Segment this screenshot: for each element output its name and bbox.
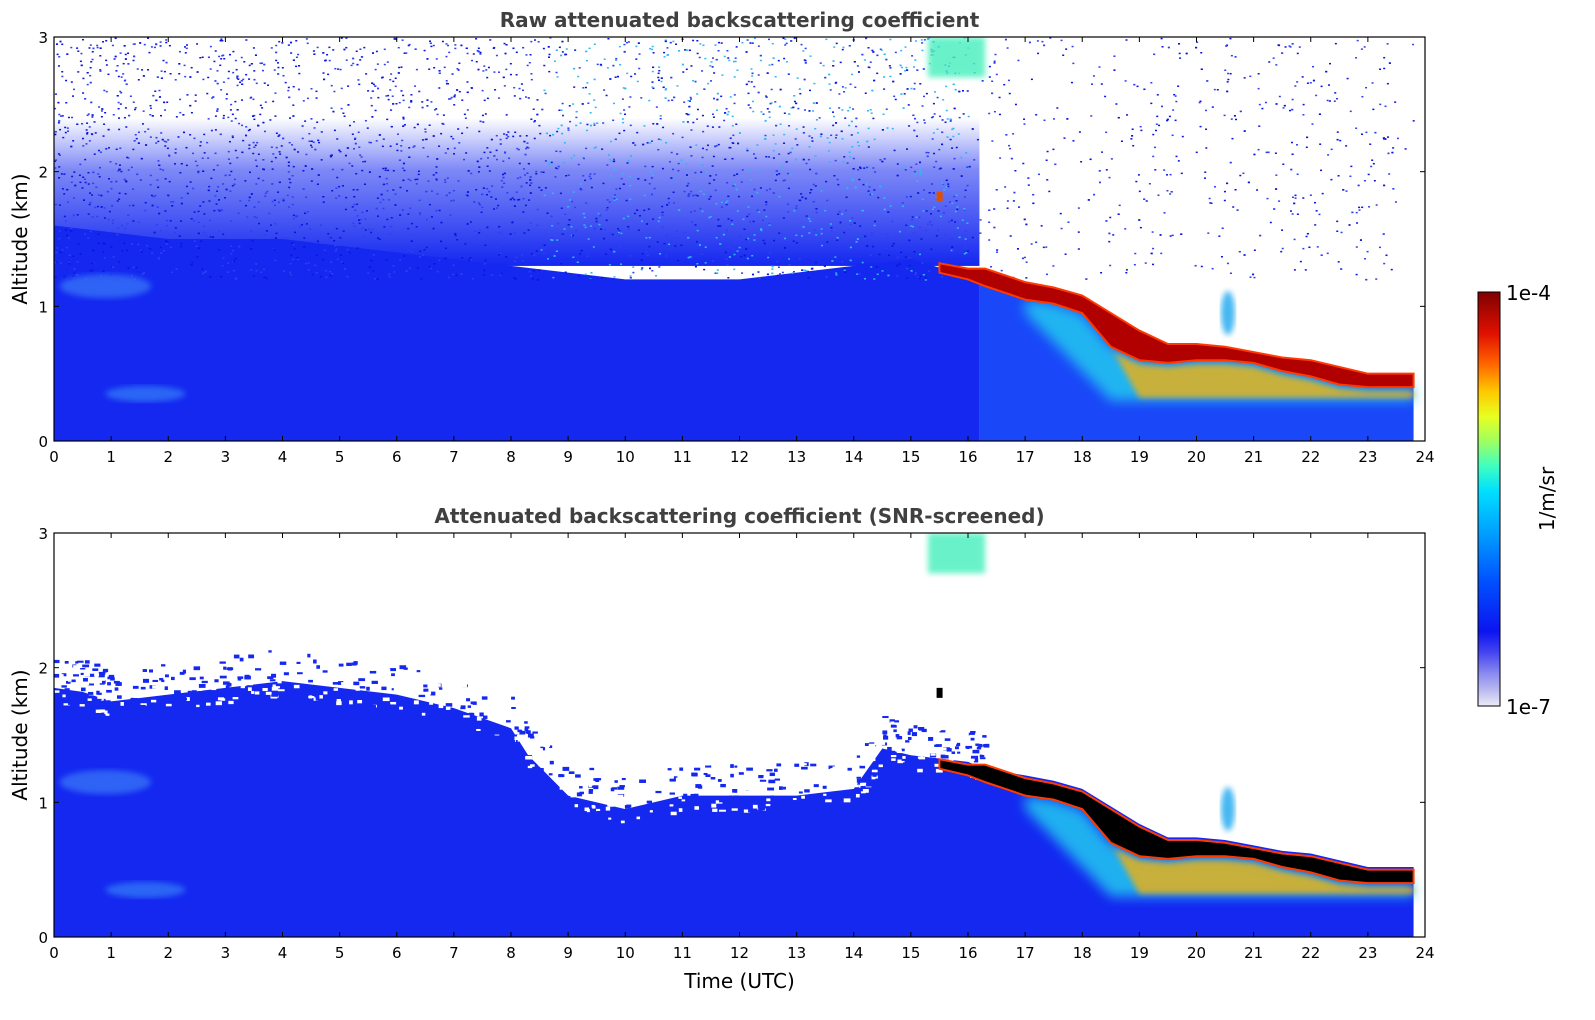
aerosol-layer <box>54 225 980 441</box>
x-tick-label: 7 <box>449 944 459 962</box>
x-tick-label: 9 <box>563 944 573 962</box>
y-tick-label: 3 <box>38 29 48 47</box>
x-tick-label: 1 <box>106 944 116 962</box>
sub-cloud-region <box>1025 795 1414 897</box>
x-tick-label: 24 <box>1415 944 1434 962</box>
colorbar-gradient <box>1477 291 1501 707</box>
panel-2: Attenuated backscattering coefficient (S… <box>8 504 1435 993</box>
x-tick-label: 15 <box>901 944 920 962</box>
x-axis-label: Time (UTC) <box>683 969 795 993</box>
x-tick-label: 11 <box>673 944 692 962</box>
x-tick-label: 4 <box>278 944 288 962</box>
heatmap-area <box>54 37 1415 441</box>
x-tick-label: 12 <box>730 944 749 962</box>
x-tick-label: 24 <box>1415 448 1434 466</box>
x-tick-label: 9 <box>563 448 573 466</box>
y-tick-label: 1 <box>38 794 48 812</box>
cirrus-patch <box>928 37 986 78</box>
x-tick-label: 8 <box>506 944 516 962</box>
noise-speckles <box>54 37 1415 281</box>
x-tick-label: 19 <box>1130 448 1149 466</box>
panel-1: Raw attenuated backscattering coefficien… <box>8 8 1435 466</box>
x-tick-label: 3 <box>221 944 231 962</box>
x-tick-label: 22 <box>1301 944 1320 962</box>
x-tick-label: 17 <box>1016 944 1035 962</box>
y-axis-label: Altitude (km) <box>8 173 32 304</box>
x-tick-label: 16 <box>958 944 977 962</box>
cloud-layer <box>938 758 1415 885</box>
cloud-layer <box>938 262 1415 389</box>
y-tick-label: 1 <box>38 298 48 316</box>
x-tick-label: 13 <box>787 944 806 962</box>
x-tick-label: 18 <box>1073 944 1092 962</box>
x-tick-label: 14 <box>844 448 863 466</box>
panel-title: Raw attenuated backscattering coefficien… <box>500 8 980 32</box>
x-tick-label: 21 <box>1244 944 1263 962</box>
y-tick-label: 3 <box>38 525 48 543</box>
y-axis-label: Altitude (km) <box>8 669 32 800</box>
x-tick-label: 7 <box>449 448 459 466</box>
colorbar-min-label: 1e-7 <box>1506 695 1551 719</box>
x-tick-label: 18 <box>1073 448 1092 466</box>
x-tick-label: 15 <box>901 448 920 466</box>
colorbar: 1e-4 1e-7 1/m/sr <box>1477 281 1559 719</box>
x-tick-label: 2 <box>163 944 173 962</box>
small-cloud <box>936 687 943 698</box>
x-tick-label: 22 <box>1301 448 1320 466</box>
x-tick-label: 10 <box>616 448 635 466</box>
x-tick-label: 5 <box>335 944 345 962</box>
x-tick-label: 17 <box>1016 448 1035 466</box>
y-tick-label: 2 <box>38 660 48 678</box>
x-tick-label: 23 <box>1358 448 1377 466</box>
x-tick-label: 6 <box>392 448 402 466</box>
x-tick-label: 3 <box>221 448 231 466</box>
x-tick-label: 23 <box>1358 944 1377 962</box>
x-tick-label: 4 <box>278 448 288 466</box>
heatmap-area <box>54 533 1415 937</box>
colorbar-max-label: 1e-4 <box>1506 281 1551 305</box>
y-tick-label: 0 <box>38 433 48 451</box>
x-tick-label: 12 <box>730 448 749 466</box>
x-tick-label: 0 <box>49 944 59 962</box>
x-tick-label: 6 <box>392 944 402 962</box>
y-tick-label: 0 <box>38 929 48 947</box>
x-tick-label: 20 <box>1187 448 1206 466</box>
panel-title: Attenuated backscattering coefficient (S… <box>434 504 1044 528</box>
x-tick-label: 10 <box>616 944 635 962</box>
x-tick-label: 5 <box>335 448 345 466</box>
x-tick-label: 2 <box>163 448 173 466</box>
x-tick-label: 8 <box>506 448 516 466</box>
x-tick-label: 20 <box>1187 944 1206 962</box>
colorbar-label: 1/m/sr <box>1535 466 1559 531</box>
cirrus-patch <box>928 533 986 574</box>
small-cloud <box>936 191 943 202</box>
sub-cloud-region <box>1025 299 1414 401</box>
y-tick-label: 2 <box>38 164 48 182</box>
x-tick-label: 1 <box>106 448 116 466</box>
x-tick-label: 11 <box>673 448 692 466</box>
x-tick-label: 21 <box>1244 448 1263 466</box>
x-tick-label: 0 <box>49 448 59 466</box>
x-tick-label: 14 <box>844 944 863 962</box>
x-tick-label: 19 <box>1130 944 1149 962</box>
edge-speckles <box>54 649 990 824</box>
x-tick-label: 13 <box>787 448 806 466</box>
x-tick-label: 16 <box>958 448 977 466</box>
